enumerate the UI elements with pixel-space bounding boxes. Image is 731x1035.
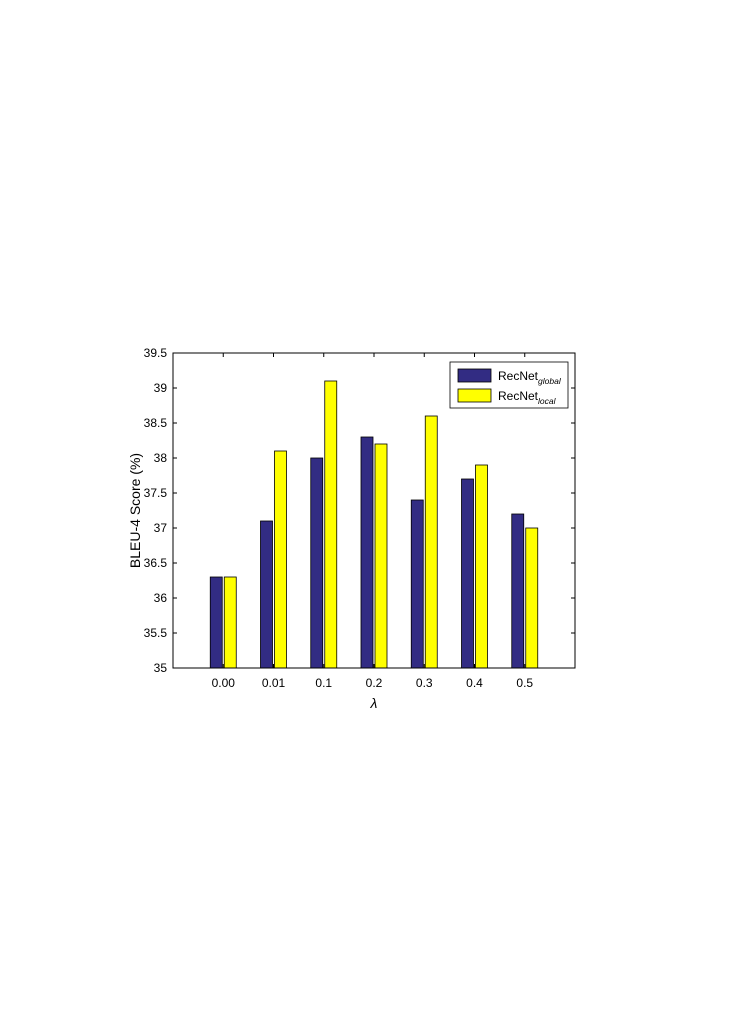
legend-label-local: RecNetlocal [498,389,557,406]
y-axis-label: BLEU-4 Score (%) [127,453,143,568]
y-tick-label: 37.5 [144,486,168,500]
bar-local-0.1 [324,380,338,669]
y-tick-label: 36.5 [144,556,168,570]
bar-local-0.00 [223,576,237,669]
y-axis: 35 35.5 36 36.5 37 37.5 38 38.5 39 39.5 [144,346,575,675]
x-tick-label: 0.01 [262,676,286,690]
legend-swatch-local [457,388,492,403]
x-axis: 0.00 0.01 0.1 0.2 0.3 0.4 0.5 [212,353,533,690]
legend-swatch-global [457,368,492,383]
y-tick-label: 38 [154,451,168,465]
x-tick-label: 0.2 [366,676,383,690]
x-tick-label: 0.00 [212,676,236,690]
bar-global-0.01 [260,520,273,669]
y-tick-label: 35 [154,661,168,675]
bar-global-0.1 [310,457,324,669]
y-tick-label: 35.5 [144,626,168,640]
bars-layer [209,380,539,669]
y-tick-label: 39 [154,381,168,395]
legend-label-global: RecNetglobal [498,369,562,386]
x-axis-label: λ [370,695,378,711]
x-tick-label: 0.3 [416,676,433,690]
bar-local-0.2 [374,443,388,669]
legend-label-subscript: global [538,376,562,386]
bar-local-0.5 [525,527,539,669]
legend-label-subscript: local [538,396,557,406]
x-tick-label: 0.1 [315,676,332,690]
legend-label-main: RecNet [498,389,539,403]
bar-global-0.2 [360,436,374,669]
bar-global-0.5 [511,513,525,669]
bar-global-0.3 [410,499,424,669]
bar-global-0.4 [461,478,474,669]
x-tick-label: 0.5 [516,676,533,690]
bar-global-0.00 [209,576,223,669]
y-tick-label: 38.5 [144,416,168,430]
y-tick-label: 36 [154,591,168,605]
x-tick-label: 0.4 [466,676,483,690]
legend-label-main: RecNet [498,369,539,383]
bar-local-0.4 [475,464,488,669]
y-tick-label: 39.5 [144,346,168,360]
bar-local-0.01 [274,450,287,669]
y-tick-label: 37 [154,521,168,535]
bar-local-0.3 [424,415,438,669]
